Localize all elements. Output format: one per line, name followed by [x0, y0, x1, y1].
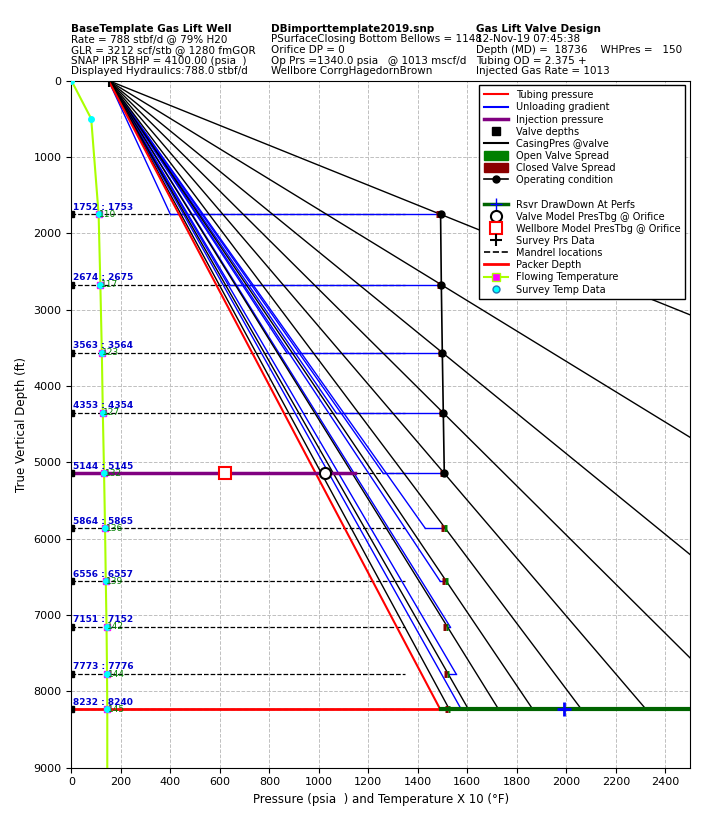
Text: 145: 145: [108, 704, 125, 713]
Text: 1752 : 1753: 1752 : 1753: [73, 203, 133, 212]
Text: 7773 : 7776: 7773 : 7776: [73, 663, 133, 672]
Text: BaseTemplate Gas Lift Well: BaseTemplate Gas Lift Well: [71, 24, 232, 34]
Text: Tubing OD = 2.375 +: Tubing OD = 2.375 +: [476, 56, 587, 66]
Text: 127: 127: [104, 408, 121, 417]
Text: 5144 : 5145: 5144 : 5145: [73, 461, 133, 470]
Text: 139: 139: [106, 576, 123, 585]
Text: PSurfaceClosing Bottom Bellows = 1148: PSurfaceClosing Bottom Bellows = 1148: [271, 34, 482, 44]
Text: 12-Nov-19 07:45:38: 12-Nov-19 07:45:38: [476, 34, 580, 44]
Text: 7151 : 7152: 7151 : 7152: [73, 615, 133, 624]
Text: Orifice DP = 0: Orifice DP = 0: [271, 45, 345, 55]
Text: 142: 142: [107, 622, 124, 631]
Text: 2674 : 2675: 2674 : 2675: [73, 273, 133, 282]
Text: 144: 144: [108, 670, 125, 678]
Text: 123: 123: [102, 348, 119, 357]
Text: Gas Lift Valve Design: Gas Lift Valve Design: [476, 24, 601, 34]
Text: GLR = 3212 scf/stb @ 1280 fmGOR: GLR = 3212 scf/stb @ 1280 fmGOR: [71, 45, 256, 55]
Text: Injected Gas Rate = 1013: Injected Gas Rate = 1013: [476, 67, 610, 76]
Text: DBimporttemplate2019.snp: DBimporttemplate2019.snp: [271, 24, 435, 34]
Text: 4353 : 4354: 4353 : 4354: [73, 401, 133, 410]
Text: Depth (MD) =  18736    WHPres =   150: Depth (MD) = 18736 WHPres = 150: [476, 45, 682, 55]
Text: 110: 110: [99, 210, 116, 219]
Text: Displayed Hydraulics:788.0 stbf/d: Displayed Hydraulics:788.0 stbf/d: [71, 67, 248, 76]
X-axis label: Pressure (psia  ) and Temperature X 10 (°F): Pressure (psia ) and Temperature X 10 (°…: [252, 793, 509, 806]
Legend: Tubing pressure, Unloading gradient, Injection pressure, Valve depths, CasingPre: Tubing pressure, Unloading gradient, Inj…: [479, 85, 685, 300]
Text: 132: 132: [104, 469, 122, 478]
Text: Rate = 788 stbf/d @ 79% H20: Rate = 788 stbf/d @ 79% H20: [71, 34, 228, 44]
Text: 117: 117: [101, 280, 118, 289]
Text: 5864 : 5865: 5864 : 5865: [73, 516, 133, 525]
Text: Op Prs =1340.0 psia   @ 1013 mscf/d: Op Prs =1340.0 psia @ 1013 mscf/d: [271, 56, 467, 66]
Text: 8232 : 8240: 8232 : 8240: [73, 698, 133, 707]
Text: Wellbore CorrgHagedornBrown: Wellbore CorrgHagedornBrown: [271, 67, 433, 76]
Y-axis label: True Vertical Depth (ft): True Vertical Depth (ft): [15, 356, 28, 492]
Text: 6556 : 6557: 6556 : 6557: [73, 570, 133, 579]
Text: 136: 136: [106, 524, 123, 533]
Text: SNAP IPR SBHP = 4100.00 (psia  ): SNAP IPR SBHP = 4100.00 (psia ): [71, 56, 247, 66]
Text: 3563 : 3564: 3563 : 3564: [73, 341, 133, 350]
